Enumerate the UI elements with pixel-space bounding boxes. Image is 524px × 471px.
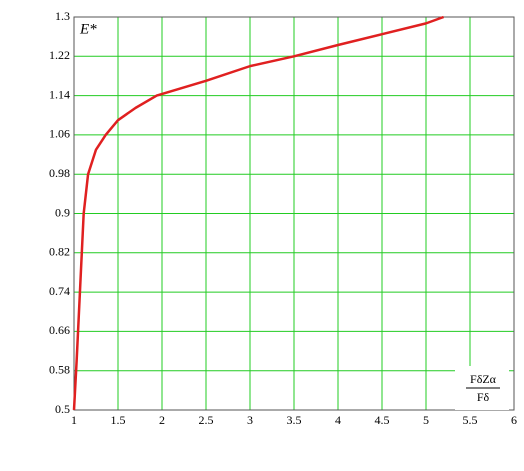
y-tick-label: 1.22 [49,48,70,62]
y-tick-label: 1.3 [55,9,70,23]
y-tick-label: 0.98 [49,166,70,180]
y-tick-label: 1.06 [49,127,70,141]
y-tick-label: 0.5 [55,402,70,416]
x-tick-label: 5.5 [463,413,478,427]
x-tick-label: 4 [335,413,341,427]
plot-frame [73,16,515,411]
y-tick-label: 0.9 [55,205,70,219]
x-label-numerator: FδZα [470,372,497,386]
y-tick-label: 1.14 [49,87,70,101]
x-label-denominator: Fδ [477,390,490,404]
x-tick-label: 2.5 [199,413,214,427]
x-tick-label: 5 [423,413,429,427]
y-tick-label: 0.82 [49,245,70,259]
x-tick-label: 3.5 [287,413,302,427]
x-tick-label: 3 [247,413,253,427]
y-tick-label: 0.66 [49,323,70,337]
x-tick-label: 6 [511,413,517,427]
x-tick-label: 1.5 [111,413,126,427]
curve [72,15,445,411]
x-tick-label: 2 [159,413,165,427]
y-tick-label: 0.58 [49,362,70,376]
x-tick-label: 1 [71,413,77,427]
y-tick-label: 0.74 [49,284,70,298]
x-tick-label: 4.5 [375,413,390,427]
y-axis-label: E* [79,21,97,37]
